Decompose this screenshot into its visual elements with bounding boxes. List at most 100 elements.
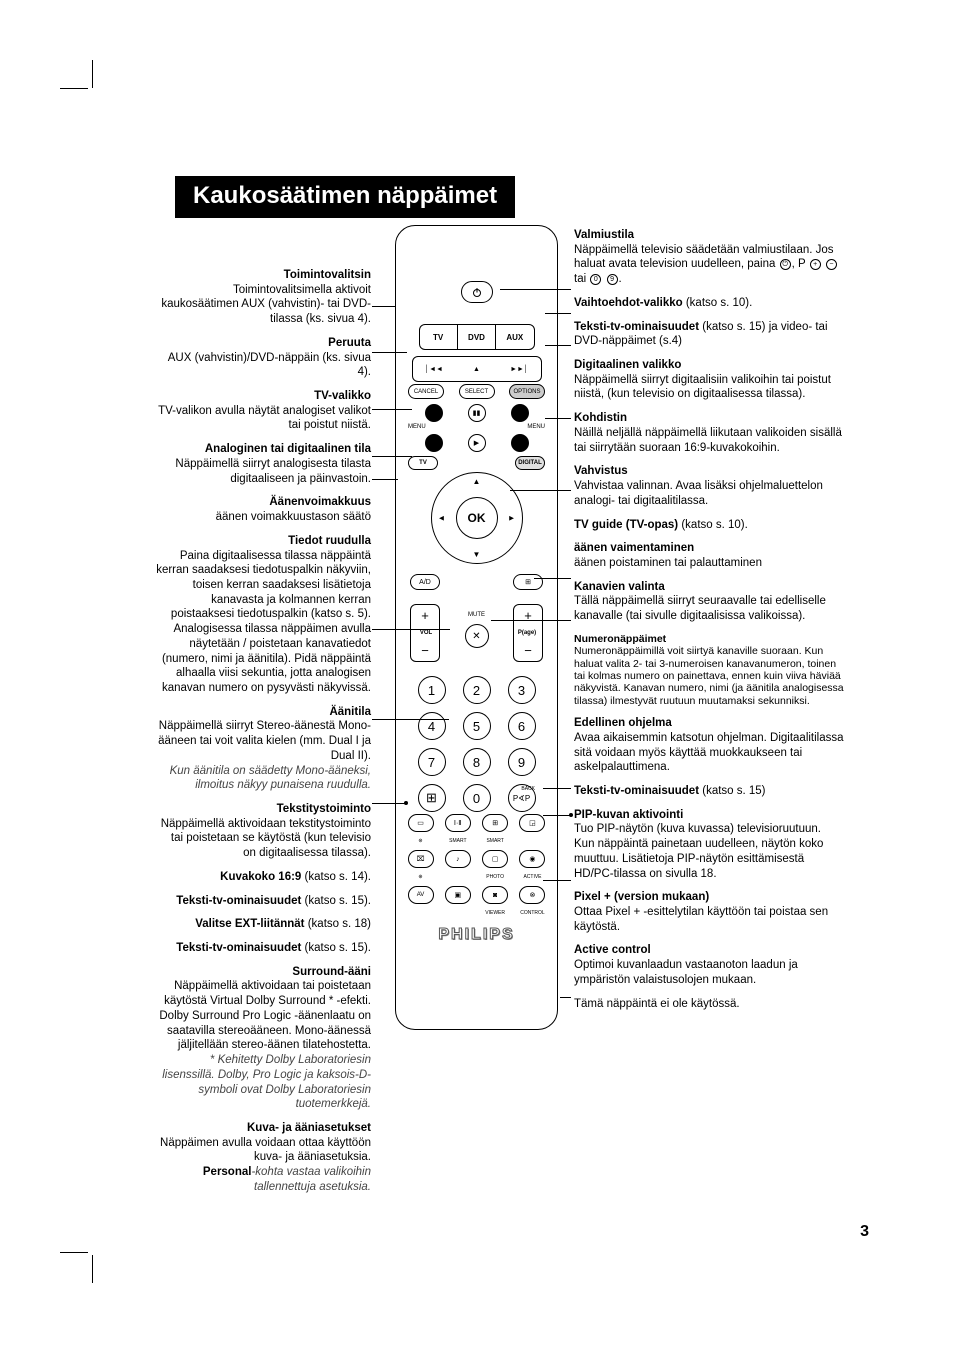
cropmark xyxy=(92,60,93,88)
volume-rocker: + VOL − xyxy=(410,604,440,662)
next-track: ►►│ xyxy=(498,357,541,381)
lower-grid: ▭ Ⅰ·Ⅱ ⊞ ◲ ⊛ SMART SMART ⌧ ♪ ▢ ◉ ⊕ PHOTO xyxy=(408,814,546,922)
num-6: 6 xyxy=(508,712,536,740)
color-dots-2: ▶ xyxy=(396,434,557,452)
cropmark xyxy=(60,1252,88,1253)
annotation-block: Pixel + (version mukaan)Ottaa Pixel + -e… xyxy=(574,890,844,934)
mute-button: ✕ xyxy=(465,624,489,648)
page-label: P(age) xyxy=(509,630,545,636)
annotation-block: Teksti-tv-ominaisuudet (katso s. 15). xyxy=(156,894,371,909)
tv-tiny-label: ⊕ xyxy=(408,874,434,880)
annotation-block: KohdistinNäillä neljällä näppäimellä lii… xyxy=(574,411,844,455)
arrow-right-icon: ► xyxy=(508,514,516,523)
yellow-dot xyxy=(425,434,443,452)
select-button: SELECT xyxy=(459,384,495,399)
remote-control: TV DVD AUX │◄◄ ▲ ►►│ CANCEL SELECT OPTIO… xyxy=(395,225,558,1030)
format-button: ⌧ xyxy=(408,850,434,868)
vol-label: VOL xyxy=(408,630,444,636)
control-label: CONTROL xyxy=(519,910,545,916)
num-0: 0 xyxy=(463,784,491,812)
blue-dot xyxy=(511,434,529,452)
annotation-block: Teksti-tv-ominaisuudet (katso s. 15). xyxy=(156,941,371,956)
annotation-block: Äänenvoimakkuusäänen voimakkuustason sää… xyxy=(156,495,371,524)
annotation-block: TV guide (TV-opas) (katso s. 10). xyxy=(574,518,844,533)
menu-label-left: MENU xyxy=(408,424,426,430)
annotation-block: Kanavien valintaTällä näppäimellä siirry… xyxy=(574,580,844,624)
page-rocker: + P(age) − xyxy=(513,604,543,662)
annotation-block: Kuvakoko 16:9 (katso s. 14). xyxy=(156,870,371,885)
prev-track: │◄◄ xyxy=(413,357,456,381)
num-8: 8 xyxy=(463,748,491,776)
smart-picture-button: ▢ xyxy=(482,850,508,868)
photo-label: PHOTO xyxy=(482,874,508,880)
annotation-block: ToimintovalitsinToimintovalitsimella akt… xyxy=(156,268,371,327)
annotation-block: PIP-kuvan aktivointiTuo PIP-näytön (kuva… xyxy=(574,808,844,882)
av-button: AV xyxy=(408,886,434,904)
annotation-block: PeruutaAUX (vahvistin)/DVD-näppäin (ks. … xyxy=(156,336,371,380)
smart-sound-button: ♪ xyxy=(445,850,471,868)
annotation-block: Analoginen tai digitaalinen tilaNäppäime… xyxy=(156,442,371,486)
annotation-block: Valitse EXT-liitännät (katso s. 18) xyxy=(156,917,371,932)
minus-icon: − xyxy=(524,644,532,657)
annotation-block: Kuva- ja ääniasetuksetNäppäimen avulla v… xyxy=(156,1121,371,1195)
red-dot xyxy=(425,404,443,422)
arrow-up-icon: ▲ xyxy=(473,477,481,486)
mute-label: MUTE xyxy=(468,612,485,618)
annotation-block: Tiedot ruudullaPaina digitaalisessa tila… xyxy=(156,534,371,696)
annotation-block: Edellinen ohjelmaAvaa aikaisemmin katsot… xyxy=(574,716,844,775)
arrow-left-icon: ◄ xyxy=(438,514,446,523)
pip-toggle-button: ◲ xyxy=(519,814,545,832)
plus-icon: + xyxy=(421,609,429,622)
num-3: 3 xyxy=(508,676,536,704)
arrow-down-icon: ▼ xyxy=(473,550,481,559)
mode-dvd: DVD xyxy=(458,325,496,349)
annotation-block: Surround-ääniNäppäimellä aktivoidaan tai… xyxy=(156,965,371,1112)
brand-label: PHILIPS xyxy=(438,926,514,944)
mode-selector: TV DVD AUX xyxy=(419,324,535,350)
subtitle-button: ▭ xyxy=(408,814,434,832)
color-dots: ▮▮ xyxy=(396,404,557,422)
ad-button: A/D xyxy=(410,574,440,590)
number-pad: 1 2 3 4 5 6 7 8 9 ⊞ 0 P∢P xyxy=(418,676,536,820)
tv-digital-row: TV DIGITAL xyxy=(396,456,557,470)
page-heading: Kaukosäätimen näppäimet xyxy=(175,176,515,218)
num-1: 1 xyxy=(418,676,446,704)
play-dot: ▶ xyxy=(468,434,486,452)
icon-label: ⊛ xyxy=(408,838,434,844)
mode-aux: AUX xyxy=(496,325,533,349)
guide-button: ⊞ xyxy=(513,574,543,590)
num-4: 4 xyxy=(418,712,446,740)
pixel-plus-button: ◉ xyxy=(519,850,545,868)
num-5: 5 xyxy=(463,712,491,740)
annotation-block: ValmiustilaNäppäimellä televisio säädetä… xyxy=(574,228,844,287)
smart-label-2: SMART xyxy=(482,838,508,844)
minus-icon: − xyxy=(421,644,429,657)
num-9: 9 xyxy=(508,748,536,776)
photo-viewer-button: ◙ xyxy=(482,886,508,904)
num-2: 2 xyxy=(463,676,491,704)
fav-button: ⊞ xyxy=(418,784,446,812)
right-annotations: ValmiustilaNäppäimellä televisio säädetä… xyxy=(574,228,844,1020)
annotation-block: TekstitystoimintoNäppäimellä aktivoidaan… xyxy=(156,802,371,861)
back-label: BACK xyxy=(521,786,535,792)
cropmark xyxy=(92,1255,93,1283)
annotation-block: ÄänitilaNäppäimellä siirryt Stereo-äänes… xyxy=(156,705,371,793)
active-control-button: ⊗ xyxy=(519,886,545,904)
annotation-block: TV-valikkoTV-valikon avulla näytät analo… xyxy=(156,389,371,433)
power-icon xyxy=(471,286,483,298)
cso-row: CANCEL SELECT OPTIONS xyxy=(396,384,557,399)
annotation-block: Teksti-tv-ominaisuudet (katso s. 15) ja … xyxy=(574,320,844,349)
ad-guide-row: A/D ⊞ xyxy=(396,574,557,590)
annotation-block: Vaihtoehdot-valikko (katso s. 10). xyxy=(574,296,844,311)
annotation-block: äänen vaimentaminenäänen poistaminen tai… xyxy=(574,541,844,570)
smart-label-1: SMART xyxy=(445,838,471,844)
cancel-button: CANCEL xyxy=(408,384,444,399)
annotation-block: Teksti-tv-ominaisuudet (katso s. 15) xyxy=(574,784,844,799)
cropmark xyxy=(60,88,88,89)
ok-button: OK xyxy=(456,497,498,539)
teletext-button: ⊞ xyxy=(482,814,508,832)
menu-label-right: MENU xyxy=(527,424,545,430)
manual-page: Kaukosäätimen näppäimet 3 TV DVD AUX │◄◄… xyxy=(0,0,954,1351)
viewer-label: VIEWER xyxy=(482,910,508,916)
ok-ring: OK ▲ ▼ ◄ ► xyxy=(431,472,523,564)
